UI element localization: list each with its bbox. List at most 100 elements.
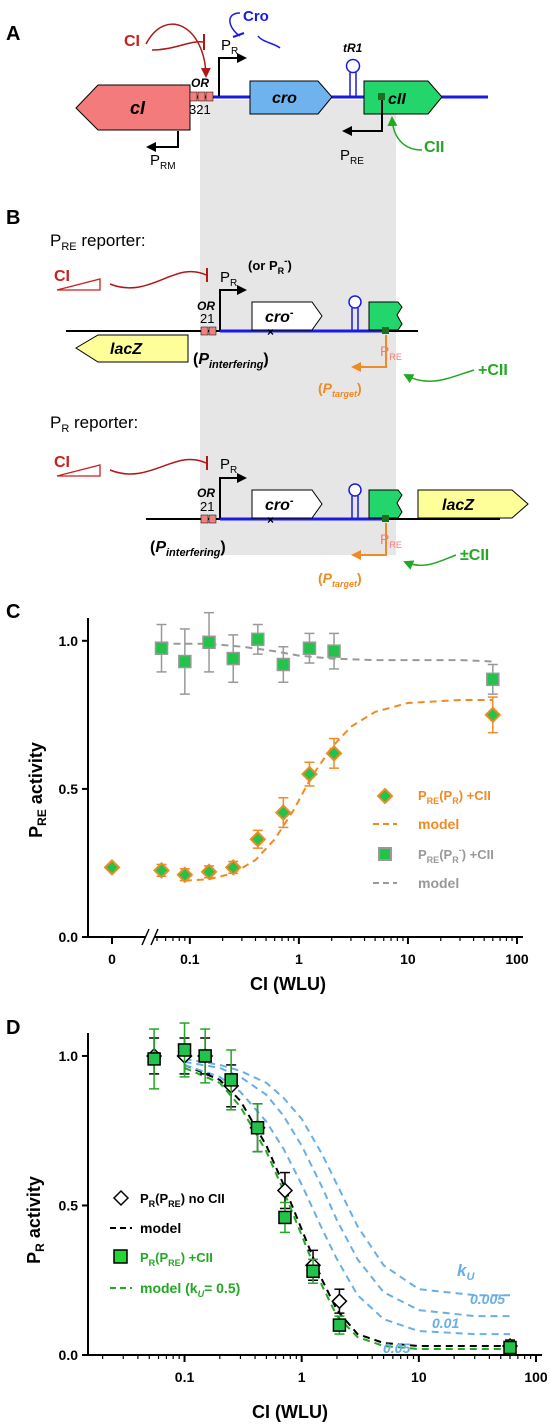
pr-arrow-b2 xyxy=(219,473,247,518)
legend-c-diamond xyxy=(376,787,394,805)
ku-005: 0.05 xyxy=(383,1340,410,1356)
panel-label-c: C xyxy=(6,601,20,623)
data-point xyxy=(327,644,341,658)
ci-gradient-b1 xyxy=(56,278,101,291)
legend-c-m1: model xyxy=(418,816,459,832)
p-target-b2: (Ptarget) xyxy=(318,570,362,589)
lacz-label-b1: lacZ xyxy=(110,341,143,358)
x-tick-label: 10 xyxy=(411,1369,427,1385)
ku-0005: 0.005 xyxy=(470,1291,505,1307)
legend-c-s1: PRE(PR) +CII xyxy=(418,788,491,806)
x-tick-label: 100 xyxy=(505,951,529,967)
data-point xyxy=(224,1073,238,1087)
lacz-gene-b1 xyxy=(75,334,189,363)
cro-label-a: Cro xyxy=(243,8,269,25)
or-site-3 xyxy=(189,91,198,102)
cii-marker-b1 xyxy=(382,327,389,334)
cro-repression-arc xyxy=(229,12,241,37)
data-point xyxy=(332,1318,347,1332)
cii-activation-arc xyxy=(387,116,423,151)
data-point xyxy=(325,744,343,762)
ci-repression-b1 xyxy=(109,270,207,289)
legend-d-d: model (kU= 0.5) xyxy=(140,1280,240,1299)
or-label-b1: OR xyxy=(197,299,215,313)
cii-partial-gene-b1 xyxy=(368,301,403,331)
cro-mutation-x-b1: × xyxy=(267,325,274,339)
p-target-b1: (Ptarget) xyxy=(318,380,362,399)
cro-gene-label: cro xyxy=(272,90,297,107)
ci-label-a: CI xyxy=(124,33,140,50)
x-tick-label: 1 xyxy=(295,951,303,967)
ci-activation-arc xyxy=(145,23,211,78)
data-point xyxy=(251,632,265,647)
cro-self-arc xyxy=(257,35,281,49)
plus-cii-arrow xyxy=(403,369,475,384)
legend-d-a: PR(PRE) no CII xyxy=(140,1191,225,1209)
d-xlabel: CI (WLU) xyxy=(252,1402,328,1422)
data-point xyxy=(177,1043,192,1057)
data-point xyxy=(503,1340,517,1355)
pre-reporter-title: PRE reporter: xyxy=(50,231,146,253)
data-point xyxy=(274,804,292,822)
lacz-gene-b2 xyxy=(417,489,529,519)
legend-d-diamond xyxy=(112,1189,130,1207)
axis-break-2 xyxy=(150,928,159,946)
data-point xyxy=(224,858,242,876)
cro-repression-bar xyxy=(232,32,245,38)
prm-arrow xyxy=(146,131,179,152)
pm-cii-arrow xyxy=(403,554,457,570)
y-tick-label: 0.5 xyxy=(59,1197,79,1213)
model-line xyxy=(184,1060,510,1318)
cro-minus-label-b2: cro- xyxy=(265,495,294,514)
data-point xyxy=(103,858,121,876)
or-site-2 xyxy=(197,91,206,102)
pm-cii-label: ±CII xyxy=(460,547,489,564)
x-tick-label: 100 xyxy=(524,1369,548,1385)
data-point xyxy=(200,863,218,881)
d-ylabel: PR activity xyxy=(24,1176,47,1264)
or-site-2-b1 xyxy=(200,326,209,336)
data-point xyxy=(153,861,170,879)
tr1-label: tR1 xyxy=(343,41,363,55)
ci-label-b2: CI xyxy=(54,454,70,471)
data-point xyxy=(198,1049,212,1063)
pr-label-b1: PR xyxy=(220,269,237,289)
tr1-loop xyxy=(345,58,361,74)
ci-gene-label: cI xyxy=(130,98,146,118)
legend-d-square xyxy=(113,1249,128,1264)
legend-c-m2: model xyxy=(418,875,459,891)
ci-gene xyxy=(75,84,191,131)
axis-break-1 xyxy=(141,928,150,946)
cii-partial-gene-b2 xyxy=(368,489,403,519)
ci-repression-b2 xyxy=(109,458,207,475)
cro-gene xyxy=(249,80,333,115)
panel-label-a: A xyxy=(6,23,20,45)
p-interfering-b1: (Pinterfering) xyxy=(193,351,269,371)
data-point xyxy=(202,635,216,650)
legend-d-b: model xyxy=(140,1220,181,1236)
or-site-1-b1 xyxy=(208,326,217,336)
tr1-loop-b2 xyxy=(348,483,362,497)
cro-minus-gene-b2 xyxy=(251,489,323,519)
plus-cii-label: +CII xyxy=(478,362,508,379)
pre-label-a: PRE xyxy=(340,147,364,167)
or-sites-b2: 21 xyxy=(200,499,214,514)
or-site-1 xyxy=(205,91,214,102)
pr-arrow-b1 xyxy=(219,285,247,330)
y-tick-label: 0.0 xyxy=(59,1347,79,1363)
data-point xyxy=(486,672,500,687)
cro-minus-gene-b1 xyxy=(251,301,323,331)
data-point xyxy=(276,657,291,672)
ku-001: 0.01 xyxy=(432,1315,459,1331)
data-point xyxy=(278,1210,292,1225)
panel-label-d: D xyxy=(6,1017,20,1039)
x-tick-label: 1 xyxy=(298,1369,306,1385)
x-tick-label: 10 xyxy=(400,951,416,967)
data-point xyxy=(147,1052,161,1066)
legend-c-square xyxy=(378,847,392,861)
x-tick-label: 0 xyxy=(108,951,116,967)
model-line xyxy=(184,1057,510,1297)
pre-arrow-a xyxy=(342,100,383,136)
data-point xyxy=(249,830,267,848)
